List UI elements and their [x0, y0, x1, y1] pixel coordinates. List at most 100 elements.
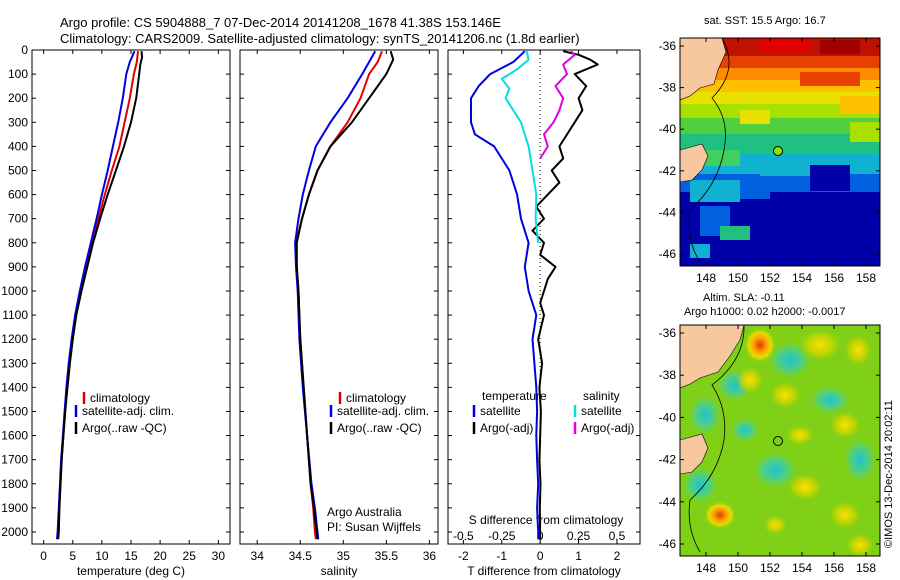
- legend-temperature-head: temperature: [482, 389, 547, 403]
- argo-float-marker: [773, 146, 783, 156]
- x-tick-label: -2: [458, 549, 469, 563]
- series-line-argo-raw-qc-: [57, 51, 144, 540]
- x-axis-label: salinity: [321, 564, 358, 578]
- legend-argo-t: Argo(-adj): [480, 421, 533, 435]
- x-tick-label: 1: [575, 549, 582, 563]
- map-y-tick-label: -42: [659, 164, 677, 178]
- legend-satellite: satellite-adj. clim.: [337, 404, 429, 418]
- map-y-tick-label: -44: [659, 495, 677, 509]
- x-tick-label: 36: [423, 549, 437, 563]
- y-tick-label: 400: [8, 139, 28, 153]
- y-tick-label: 700: [8, 212, 28, 226]
- legend-climatology: climatology: [346, 391, 406, 405]
- x-tick-label: 35: [337, 549, 351, 563]
- map-y-tick-label: -38: [659, 81, 677, 95]
- temperature-axes: 0100200300400500600700800900100011001200…: [1, 43, 230, 578]
- s-tick-label: 0.5: [609, 529, 626, 543]
- series-line-satellite-adj-clim-: [294, 50, 377, 540]
- map-x-tick-label: 154: [792, 271, 812, 285]
- map-x-tick-label: 156: [824, 271, 844, 285]
- sla-map: [680, 325, 880, 556]
- x-tick-label: -1: [496, 549, 507, 563]
- y-tick-label: 1600: [1, 429, 28, 443]
- x-axis-label: temperature (deg C): [77, 564, 185, 578]
- temperature-legend: climatology satellite-adj. clim. Argo(..…: [74, 391, 174, 435]
- map-x-tick-label: 150: [728, 271, 748, 285]
- map-x-tick-label: 150: [728, 561, 748, 575]
- map-y-tick-label: -42: [659, 453, 677, 467]
- legend-satellite-t: satellite: [480, 404, 521, 418]
- x-tick-label: 34: [251, 549, 265, 563]
- legend-satellite-s: satellite: [581, 404, 622, 418]
- title-line-2: Climatology: CARS2009. Satellite-adjuste…: [60, 31, 580, 46]
- salinity-legend: climatology satellite-adj. clim. Argo(..…: [329, 391, 429, 435]
- s-tick-label: 0.25: [567, 529, 591, 543]
- map-x-tick-label: 148: [696, 271, 716, 285]
- y-tick-label: 2000: [1, 525, 28, 539]
- sla-map-frame: [679, 324, 881, 557]
- difference-axes: -2 -1 0 1 2T difference from climatology S di…: [448, 49, 640, 578]
- x-tick-label: 2: [614, 549, 621, 563]
- map-x-tick-label: 152: [760, 271, 780, 285]
- y-tick-label: 200: [8, 91, 28, 105]
- sla-map-title-1: Altim. SLA: -0.11: [703, 292, 785, 304]
- credit-line-1: Argo Australia: [327, 505, 402, 519]
- y-tick-label: 1900: [1, 501, 28, 515]
- x-tick-label: 34.5: [289, 549, 313, 563]
- map-y-tick-label: -36: [659, 326, 677, 340]
- series-line-argo-raw-qc-: [295, 50, 395, 540]
- x-tick-label: 15: [124, 549, 138, 563]
- series-line-salinity-argo-adj-: [539, 50, 576, 159]
- map-y-tick-label: -46: [659, 247, 677, 261]
- s-tick-label: -0.5: [453, 529, 474, 543]
- map-y-tick-label: -44: [659, 205, 677, 219]
- series-line-temperature-argo-adj-: [531, 50, 599, 540]
- x-axis-label: T difference from climatology: [467, 564, 621, 578]
- y-tick-label: 1100: [2, 308, 28, 322]
- y-tick-label: 1400: [1, 380, 28, 394]
- series-line-satellite-adj-clim-: [56, 50, 136, 540]
- map-y-tick-label: -40: [659, 122, 677, 136]
- legend-salinity-head: salinity: [583, 389, 620, 403]
- map-y-tick-label: -38: [659, 368, 677, 382]
- y-tick-label: 500: [8, 163, 28, 177]
- x-tick-label: 35.5: [375, 549, 399, 563]
- x-tick-label: 20: [153, 549, 167, 563]
- map-y-tick-label: -46: [659, 537, 677, 551]
- map-x-tick-label: 152: [760, 561, 780, 575]
- map-y-tick-label: -40: [659, 410, 677, 424]
- legend-argo-s: Argo(-adj): [581, 421, 634, 435]
- y-tick-label: 1200: [1, 332, 28, 346]
- x-tick-label: 0: [40, 549, 47, 563]
- watermark: ©IMOS 13-Dec-2014 20:02:11: [883, 400, 895, 548]
- legend-argo: Argo(..raw -QC): [337, 421, 422, 435]
- map-x-tick-label: 158: [856, 561, 876, 575]
- y-tick-label: 300: [8, 115, 28, 129]
- series-line-climatology: [56, 51, 139, 540]
- title-line-1: Argo profile: CS 5904888_7 07-Dec-2014 2…: [60, 15, 501, 30]
- salinity-panel-frame: [239, 49, 439, 545]
- y-tick-label: 100: [8, 67, 28, 81]
- sla-map-ticks: -36 -38 -40 -42 -44 -46 148 150 152 154 156 158: [659, 325, 880, 575]
- argo-float-marker: [773, 436, 783, 446]
- y-tick-label: 800: [8, 236, 28, 250]
- series-line-salinity-satellite: [500, 50, 540, 243]
- x-tick-label: 5: [69, 549, 76, 563]
- credit-line-2: PI: Susan Wijffels: [327, 520, 421, 534]
- x-tick-label: 25: [183, 549, 197, 563]
- sst-map-ticks: -36 -38 -40 -42 -44 -46 148 150 152 154 156 158: [659, 38, 880, 285]
- s-tick-label: -0.25: [488, 529, 516, 543]
- sst-map-frame: [679, 37, 881, 267]
- legend-argo: Argo(..raw -QC): [82, 421, 167, 435]
- y-tick-label: 1800: [1, 477, 28, 491]
- y-tick-label: 1700: [1, 453, 28, 467]
- y-tick-label: 900: [8, 260, 28, 274]
- y-tick-label: 600: [8, 188, 28, 202]
- map-x-tick-label: 154: [792, 561, 812, 575]
- x-tick-label: 0: [537, 549, 544, 563]
- y-tick-label: 1300: [1, 356, 28, 370]
- x-tick-label: 10: [95, 549, 109, 563]
- difference-panel-frame: [447, 49, 641, 545]
- difference-legend: temperature salinity satellite Argo(-adj…: [472, 389, 634, 435]
- sst-map-title: sat. SST: 15.5 Argo: 16.7: [704, 15, 826, 27]
